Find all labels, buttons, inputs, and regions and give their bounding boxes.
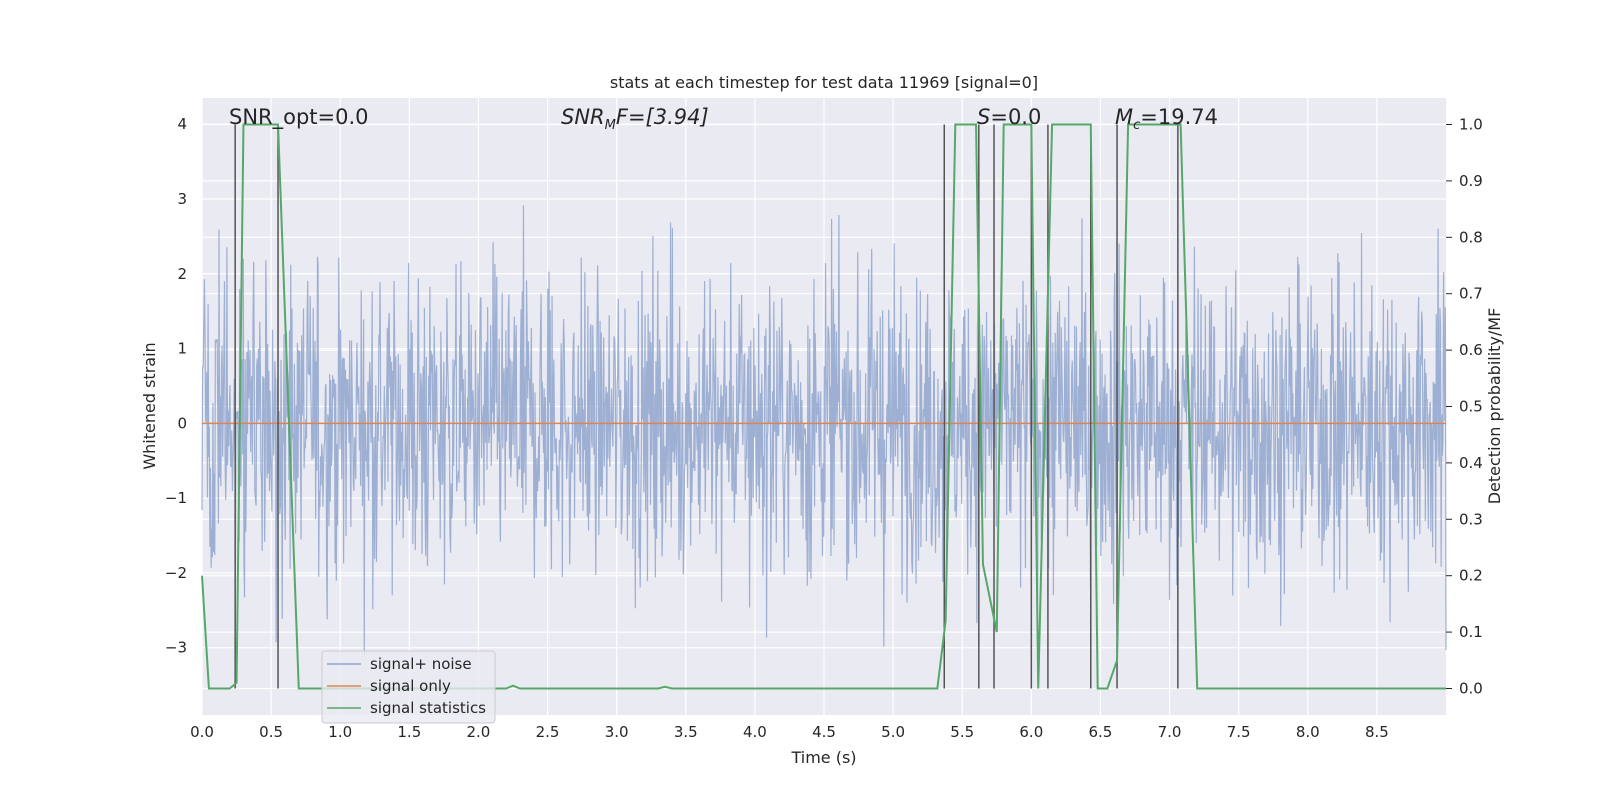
y2-tick-label: 0.2: [1459, 567, 1483, 585]
y-tick-label: 1: [177, 340, 187, 358]
legend: signal+ noise signal only signal statist…: [321, 650, 496, 724]
legend-label-signal-statistics: signal statistics: [370, 699, 486, 717]
y-axis-ticks: 4 3 2 1 0 −1 −2 −3: [165, 115, 187, 657]
y2-tick-label: 0.7: [1459, 285, 1483, 303]
x-tick-label: 4.0: [743, 723, 767, 741]
x-axis-ticks: 0.0 0.5 1.0 1.5 2.0 2.5 3.0 3.5 4.0 4.5 5.0 5.5 6.0 6…: [190, 723, 1389, 741]
y-tick-label: −2: [165, 564, 187, 582]
x-tick-label: 5.0: [881, 723, 905, 741]
annotation-s-base: S: [977, 105, 990, 129]
y-tick-label: −1: [165, 489, 187, 507]
y2-tick-label: 0.5: [1459, 398, 1483, 416]
y2-axis-title: Detection probability/MF: [1485, 308, 1504, 505]
chart-title: stats at each timestep for test data 119…: [610, 73, 1038, 92]
series-signal-noise: [201, 205, 1447, 656]
legend-label-signal-only: signal only: [370, 677, 451, 695]
y-tick-label: −3: [165, 639, 187, 657]
x-axis-title: Time (s): [790, 748, 856, 767]
series-signal-statistics: [201, 123, 1446, 690]
y-tick-label: 2: [177, 265, 187, 283]
x-tick-label: 7.0: [1158, 723, 1182, 741]
x-tick-label: 2.0: [467, 723, 491, 741]
x-tick-label: 6.0: [1019, 723, 1043, 741]
legend-box: [321, 650, 496, 724]
y2-tick-label: 0.4: [1459, 454, 1483, 472]
x-tick-label: 4.5: [812, 723, 836, 741]
y2-tick-label: 0.0: [1459, 679, 1483, 697]
annotation-snr-opt: SNR_opt=0.0: [229, 105, 369, 130]
annotation-mc-sub: c: [1133, 118, 1140, 133]
x-tick-label: 1.5: [397, 723, 421, 741]
annotation-mc-base: M: [1115, 105, 1133, 129]
vertical-markers: [234, 124, 1179, 689]
y-tick-label: 0: [177, 414, 187, 432]
x-tick-label: 6.5: [1089, 723, 1113, 741]
annotation-mc: Mc=19.74: [1115, 105, 1218, 133]
y2-tick-label: 0.6: [1459, 341, 1483, 359]
x-tick-label: 5.5: [950, 723, 974, 741]
annotation-s-rest: =0.0: [990, 105, 1041, 129]
x-tick-label: 7.5: [1227, 723, 1251, 741]
y-tick-label: 4: [177, 115, 187, 133]
annotation-mc-rest: =19.74: [1140, 105, 1218, 129]
x-tick-label: 3.5: [674, 723, 698, 741]
annotation-snr-mf-base: SNR: [561, 105, 605, 129]
annotation-snr-mf-sub: M: [605, 118, 616, 133]
y2-tick-label: 0.1: [1459, 623, 1483, 641]
y-tick-label: 3: [177, 190, 187, 208]
x-tick-label: 8.0: [1296, 723, 1320, 741]
legend-label-signal-noise: signal+ noise: [370, 655, 472, 673]
annotation-s: S=0.0: [977, 105, 1041, 129]
y2-axis-ticks: 1.0 0.9 0.8 0.7 0.6 0.5 0.4 0.3 0.2 0.1 0.0: [1446, 116, 1483, 697]
y-axis-title: Whitened strain: [140, 342, 159, 469]
y2-tick-label: 0.9: [1459, 172, 1483, 190]
x-tick-label: 3.0: [605, 723, 629, 741]
x-tick-label: 8.5: [1365, 723, 1389, 741]
annotation-snr-mf-rest: F=[3.94]: [616, 105, 709, 129]
x-tick-label: 0.0: [190, 723, 214, 741]
annotations: SNR_opt=0.0 SNRMF=[3.94] S=0.0 Mc=19.74: [229, 105, 1218, 133]
y2-tick-label: 1.0: [1459, 116, 1483, 134]
x-tick-label: 1.0: [328, 723, 352, 741]
series-line-signal-noise: [201, 205, 1447, 656]
x-tick-label: 2.5: [536, 723, 560, 741]
y2-tick-label: 0.3: [1459, 510, 1483, 528]
series-line-signal-statistics: [201, 123, 1446, 690]
annotation-snr-mf: SNRMF=[3.94]: [561, 105, 709, 133]
y2-tick-label: 0.8: [1459, 228, 1483, 246]
x-tick-label: 0.5: [259, 723, 283, 741]
